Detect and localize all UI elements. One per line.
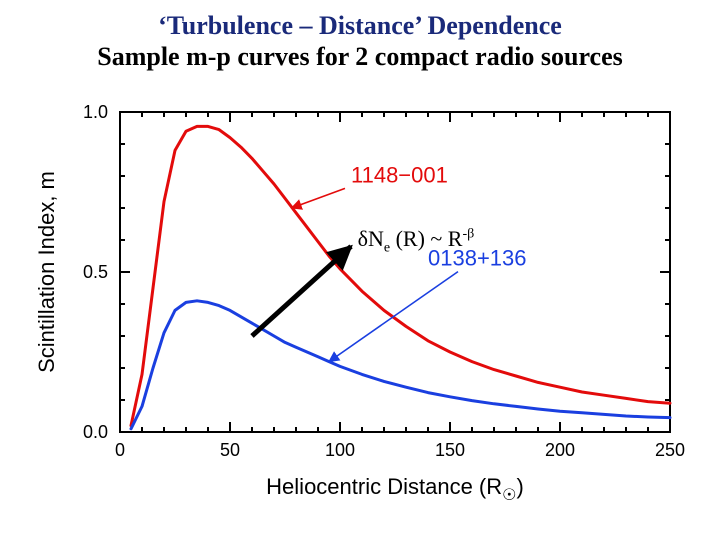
pointer-0138+136 <box>329 272 458 362</box>
y-axis-label: Scintillation Index, m <box>34 171 59 373</box>
title-line-1: ‘Turbulence – Distance’ Dependence <box>0 10 720 41</box>
series-label-1148-001: 1148−001 <box>351 162 448 187</box>
x-tick-label: 50 <box>220 440 240 460</box>
x-tick-label: 250 <box>655 440 685 460</box>
formula-arrow <box>252 246 351 336</box>
scintillation-chart: 0 50 100 150 200 250 0.0 0.5 1.0 Heliocentric Dis… <box>30 92 690 522</box>
series-0138+136 <box>131 301 670 429</box>
slide-title: ‘Turbulence – Distance’ Dependence Sampl… <box>0 10 720 72</box>
x-tick-label: 100 <box>325 440 355 460</box>
formula-prefix: δN <box>358 226 384 251</box>
formula-sup: -β <box>462 227 474 242</box>
title-line-2: Sample m-p curves for 2 compact radio so… <box>0 41 720 72</box>
density-formula: δNe (R) ~ R-β <box>358 226 475 256</box>
y-tick-label: 0.5 <box>83 262 108 282</box>
x-tick-label: 150 <box>435 440 465 460</box>
x-axis-label: Heliocentric Distance (R☉) <box>266 474 524 504</box>
y-tick-label: 0.0 <box>83 422 108 442</box>
x-tick-label: 200 <box>545 440 575 460</box>
pointer-1148-001 <box>292 188 345 208</box>
y-tick-label: 1.0 <box>83 102 108 122</box>
x-tick-label: 0 <box>115 440 125 460</box>
formula-mid: (R) ~ R <box>390 226 462 251</box>
